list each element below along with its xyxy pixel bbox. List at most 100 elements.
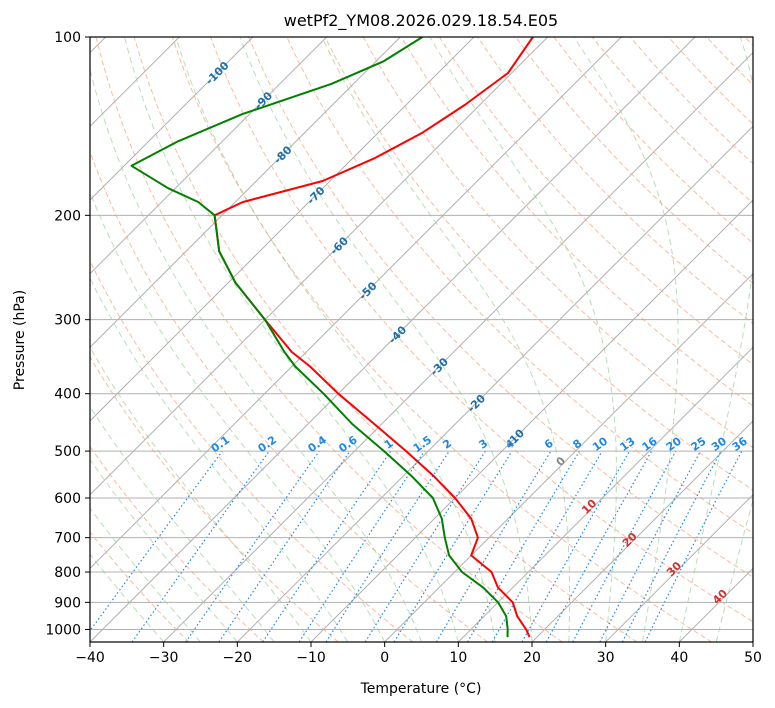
moist-adiabat-line <box>90 405 275 642</box>
dry-adiabat-line <box>744 37 753 47</box>
isotherm-line <box>90 37 254 201</box>
background-lines <box>0 37 753 642</box>
dry-adiabat-line <box>90 150 488 642</box>
dry-adiabat-line <box>90 531 190 642</box>
mixing-ratio-line <box>325 450 450 642</box>
dry-adiabat-line <box>133 37 638 642</box>
mixing-ratio-label: 1 <box>382 437 396 452</box>
isotherm-line <box>90 37 549 496</box>
x-tick-label: 50 <box>744 650 762 666</box>
dry-adiabat-line <box>591 37 753 204</box>
dry-adiabat-line <box>515 37 753 284</box>
x-tick-label: −30 <box>149 650 179 666</box>
x-tick-label: 40 <box>670 650 688 666</box>
mixing-ratio-label: 0.6 <box>336 433 360 455</box>
isotherm-line <box>90 37 401 349</box>
isotherm-line <box>605 493 753 642</box>
theta-e-label: 20 <box>620 530 640 550</box>
y-tick-label: 100 <box>54 30 81 46</box>
y-tick-label: 1000 <box>45 622 81 638</box>
x-tick-label: 30 <box>597 650 615 666</box>
moist-adiabat-line <box>239 37 533 642</box>
theta-e-label: 0 <box>554 454 569 469</box>
mixing-ratio-line <box>644 450 743 642</box>
isotherm-line <box>531 420 753 642</box>
moist-adiabat-line <box>429 37 617 642</box>
isotherm-line <box>752 641 753 642</box>
y-tick-label: 200 <box>54 208 81 224</box>
mixing-ratio-label: 0.4 <box>306 433 330 455</box>
dry-adiabat-line <box>90 259 414 642</box>
mixing-ratio-line <box>262 450 392 642</box>
moist-adiabat-line <box>90 553 165 642</box>
isotherm-line <box>310 199 753 642</box>
y-tick-label: 600 <box>54 491 81 507</box>
mixing-ratio-label: 2 <box>440 437 454 452</box>
dry-adiabat-line <box>90 445 264 642</box>
mixing-ratio-line <box>90 450 223 632</box>
inner-labels: 0.1 0.2 0.4 0.6 1 1.5 2 3 4 6 8 10 13 16 20 25 30 36-100-… <box>203 59 750 607</box>
x-axis: −40 −30 −20 −10 0 10 20 30 40 50 <box>75 642 762 666</box>
mixing-ratio-line <box>435 450 552 642</box>
mixing-ratio-line <box>393 450 513 642</box>
mixing-ratio-line <box>621 450 722 642</box>
isotherm-label: -100 <box>203 59 232 88</box>
mixing-ratio-line <box>298 450 425 642</box>
mixing-ratio-line <box>185 450 320 642</box>
isotherm-line <box>90 37 328 275</box>
dry-adiabat-line <box>90 356 339 642</box>
moist-adiabat-line <box>715 498 753 642</box>
moist-adiabat-line <box>90 190 386 642</box>
x-tick-label: 20 <box>523 650 541 666</box>
mixing-ratio-label: 0.1 <box>209 433 232 455</box>
mixing-ratio-line <box>572 450 677 642</box>
dewpoint-profile-line <box>130 37 509 638</box>
dry-adiabat-line <box>668 37 753 125</box>
isotherm-line <box>236 125 753 642</box>
isotherm-line <box>163 51 753 642</box>
y-tick-label: 500 <box>54 444 81 460</box>
moist-adiabat-line <box>90 67 422 642</box>
mixing-ratio-line <box>521 450 631 642</box>
temperature-profile-line <box>213 37 534 638</box>
y-axis-label: Pressure (hPa) <box>12 290 28 390</box>
reference-curve <box>0 37 2 642</box>
isotherm-line <box>90 37 622 570</box>
mixing-ratio-label: 6 <box>542 437 556 452</box>
plot-frame <box>89 36 754 643</box>
mixing-ratio-line <box>466 450 580 642</box>
moist-adiabat-line <box>90 346 312 642</box>
mixing-ratio-line <box>131 450 270 642</box>
chart-title: wetPf2_YM08.2026.029.18.54.E05 <box>284 11 558 31</box>
mixing-ratio-line <box>545 450 653 642</box>
dry-adiabat-line <box>553 37 753 244</box>
mixing-ratio-line <box>599 450 702 642</box>
x-tick-label: −20 <box>223 650 253 666</box>
y-tick-label: 700 <box>54 531 81 547</box>
y-tick-label: 300 <box>54 313 81 329</box>
dry-adiabat-line <box>95 37 563 642</box>
x-tick-label: −10 <box>296 650 326 666</box>
y-axis: 1000 900 800 700 600 500 400 300 200 100 <box>45 30 90 638</box>
data-series <box>130 37 534 638</box>
dry-adiabat-line <box>248 37 753 578</box>
dry-adiabat-line <box>324 37 753 491</box>
moist-adiabat-line <box>90 458 238 642</box>
y-tick-label: 800 <box>54 565 81 581</box>
isotherm-line <box>678 567 753 642</box>
moist-adiabat-line <box>573 37 679 642</box>
mixing-ratio-line <box>218 450 351 642</box>
isotherm-line <box>384 272 753 642</box>
isotherm-line <box>90 37 475 422</box>
theta-e-label: 40 <box>710 587 730 607</box>
moist-adiabat-line <box>90 277 349 642</box>
x-tick-label: 0 <box>380 650 389 666</box>
mixing-ratio-label: 0.2 <box>256 433 279 455</box>
dry-adiabat-line <box>706 37 753 86</box>
dry-adiabat-line <box>438 37 753 366</box>
theta-e-label: 10 <box>579 497 599 517</box>
x-tick-label: −40 <box>75 650 105 666</box>
moist-adiabat-line <box>678 37 753 642</box>
y-tick-label: 900 <box>54 595 81 611</box>
